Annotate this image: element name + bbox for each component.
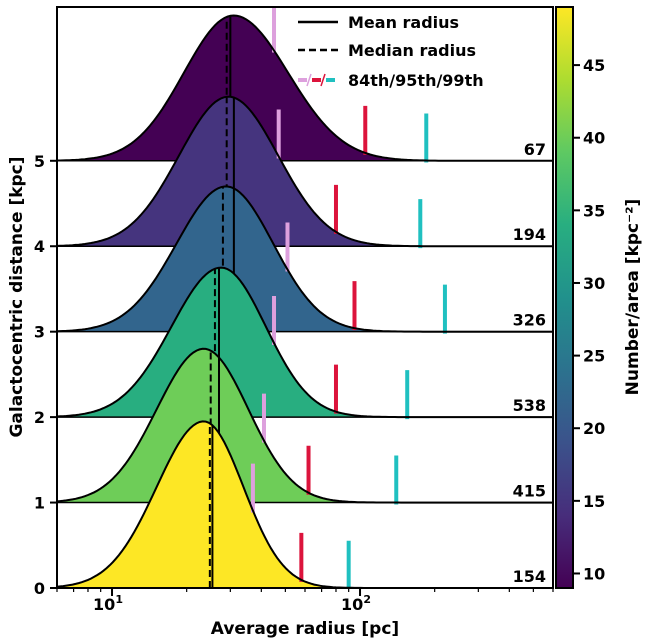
legend-label: Median radius (348, 41, 476, 60)
x-axis-label: Average radius [pc] (211, 619, 399, 639)
legend-label: 84th/95th/99th (348, 71, 484, 90)
ridge-0 (57, 420, 553, 588)
ridge-fill (57, 15, 553, 161)
legend-entry-percentile: 84th/95th/99th (298, 71, 484, 90)
legend-separator (320, 73, 326, 87)
count-label-0: 154 (513, 567, 546, 586)
colorbar-tick-label: 10 (583, 564, 605, 583)
colorbar-tick-label: 40 (583, 129, 605, 148)
colorbar-ticks: 10 15 20 25 30 35 40 45 (573, 56, 605, 583)
y-axis: 0 1 2 3 4 5 (34, 152, 57, 598)
colorbar-tick-label: 25 (583, 347, 605, 366)
legend-entry-solid: Mean radius (298, 13, 459, 32)
colorbar-tick-label: 45 (583, 56, 605, 75)
ridge-fill (57, 421, 553, 588)
count-label-2: 538 (513, 396, 546, 415)
x-tick-label: 102 (341, 593, 371, 614)
colorbar-label: Number/area [kpc⁻²] (623, 199, 643, 396)
ridge-outline (57, 420, 553, 588)
count-label-4: 194 (513, 225, 546, 244)
colorbar-gradient (555, 6, 574, 589)
ridge-2 (57, 266, 553, 420)
y-tick-label: 0 (34, 579, 45, 598)
y-tick-label: 4 (34, 237, 45, 256)
ridges (57, 7, 553, 588)
ridge-fill (57, 96, 553, 247)
count-label-5: 67 (524, 140, 546, 159)
y-tick-label: 5 (34, 152, 45, 171)
ridge-fill (57, 348, 553, 503)
colorbar: 10 15 20 25 30 35 40 45 Number/area [kpc⁻²] (555, 6, 643, 589)
x-axis: 101 102 (56, 588, 554, 614)
colorbar-tick-label: 30 (583, 274, 605, 293)
legend-entry-dashed: Median radius (298, 41, 476, 60)
ridge-1 (57, 347, 553, 505)
x-tick-label: 101 (93, 593, 123, 614)
ridge-5 (57, 7, 553, 163)
colorbar-tick-label: 15 (583, 492, 605, 511)
legend-separator (306, 73, 312, 87)
legend: Mean radius Median radius 84th/95th/99th (298, 13, 484, 90)
ridge-fill (57, 267, 553, 418)
y-tick-label: 2 (34, 408, 45, 427)
y-axis-label: Galactocentric distance [kpc] (7, 156, 27, 437)
y-tick-label: 1 (34, 494, 45, 513)
ridge-fill (57, 186, 553, 332)
count-label-1: 415 (513, 482, 546, 501)
legend-label: Mean radius (348, 13, 459, 32)
colorbar-tick-label: 20 (583, 419, 605, 438)
colorbar-tick-label: 35 (583, 201, 605, 220)
count-labels: 154 415 538 326 194 67 (513, 140, 546, 586)
count-label-3: 326 (513, 311, 546, 330)
y-tick-label: 3 (34, 323, 45, 342)
